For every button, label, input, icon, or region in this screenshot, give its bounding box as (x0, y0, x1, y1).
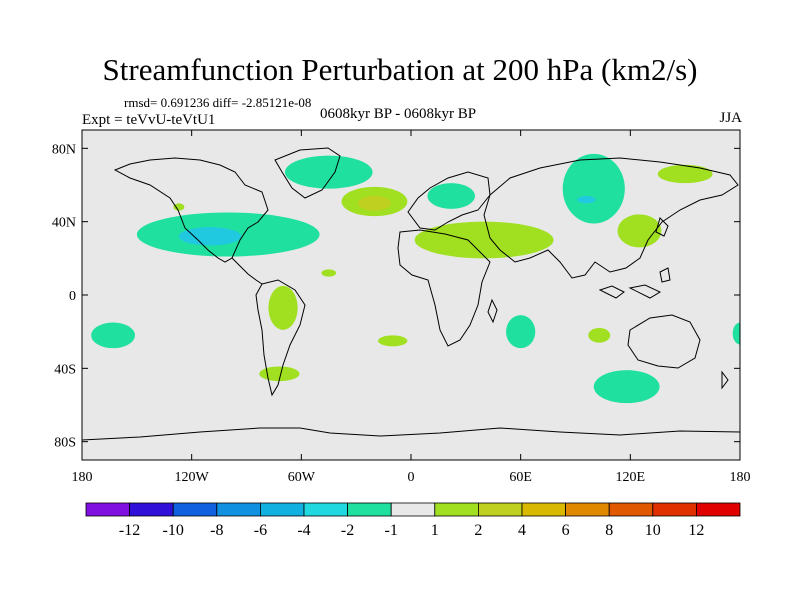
anomaly-north-atlantic-ridge-core (357, 196, 391, 211)
anomaly-east-asia-high (617, 214, 662, 248)
colorbar-box (259, 502, 305, 517)
anomaly-south-atlantic-ring-high (259, 366, 300, 382)
colorbar-label: -6 (254, 522, 267, 539)
anomaly-south-pacific-low (91, 322, 136, 349)
colorbar-box (303, 502, 348, 517)
colorbar-label: 2 (474, 522, 482, 539)
anomaly-indian-ocean-low (506, 315, 536, 349)
colorbar: -12 -10 -8 -6 -4 -2 -1 1 2 4 6 8 10 12 (85, 502, 741, 539)
lon-tick-label: 60W (288, 470, 316, 485)
lat-tick-label: 80S (54, 436, 76, 451)
experiment-label: Expt = teVvU-teVtU1 (82, 112, 216, 128)
colorbar-label: -12 (119, 522, 140, 539)
anomaly-siberia-low-core (577, 196, 596, 204)
map-axes: 180 120W 60W 0 60E 120E 180 80N 40N 0 40S 80S (52, 130, 751, 485)
colorbar-box (172, 502, 218, 517)
lon-tick-label: 60E (509, 470, 532, 485)
lat-tick-label: 80N (52, 142, 76, 157)
colorbar-label: 4 (518, 522, 526, 539)
anomaly-dateline-edge-low (732, 322, 740, 345)
colorbar-box (216, 502, 261, 517)
anomaly-siberia-low (562, 153, 625, 224)
colorbar-label: -1 (385, 522, 398, 539)
colorbar-box (565, 502, 610, 517)
lon-tick-label: 120W (175, 470, 210, 485)
colorbar-label: 1 (431, 522, 439, 539)
anomaly-south-america-high (268, 285, 298, 330)
rmsd-diff-stats: rmsd= 0.691236 diff= -2.85121e-08 (124, 95, 312, 110)
colorbar-box (434, 502, 479, 517)
colorbar-label: 10 (645, 522, 661, 539)
colorbar-box (521, 502, 566, 517)
colorbar-box (477, 502, 523, 517)
colorbar-box (85, 502, 130, 517)
anomaly-africa-asia-high (414, 221, 554, 259)
anomaly-south-atlantic-high (378, 335, 408, 347)
anomaly-arctic-east-greenland (284, 155, 373, 189)
lat-tick-label: 40N (52, 216, 76, 231)
colorbar-label: 12 (688, 522, 704, 539)
anomaly-atlantic-small-high (321, 269, 337, 277)
anomaly-south-indian-high (588, 328, 611, 343)
colorbar-box (652, 502, 697, 517)
lon-tick-label: 180 (730, 470, 751, 485)
colorbar-label: -4 (297, 522, 310, 539)
lat-tick-label: 0 (69, 289, 76, 304)
season-label: JJA (719, 110, 742, 126)
colorbar-label: 6 (562, 522, 570, 539)
colorbar-box (608, 502, 654, 517)
anomaly-southern-ocean-low (593, 370, 660, 404)
colorbar-box (390, 502, 436, 517)
colorbar-box (347, 502, 392, 517)
period-label: 0608kyr BP - 0608kyr BP (320, 106, 477, 122)
anomaly-shading (91, 153, 740, 404)
lat-tick-label: 40S (54, 362, 76, 377)
coastlines (82, 147, 740, 441)
colorbar-label: -8 (210, 522, 223, 539)
colorbar-box (696, 502, 741, 517)
anomaly-pacific-small-high (173, 203, 185, 211)
figure-title: Streamfunction Perturbation at 200 hPa (… (102, 52, 698, 87)
colorbar-label: -2 (341, 522, 354, 539)
colorbar-label: -10 (163, 522, 184, 539)
anomaly-north-america-low-core (178, 227, 242, 246)
colorbar-label: 8 (605, 522, 613, 539)
lon-tick-label: 120E (616, 470, 646, 485)
map-background (82, 130, 740, 460)
lon-tick-label: 0 (408, 470, 415, 485)
lon-tick-label: 180 (72, 470, 93, 485)
anomaly-scandinavia-low (427, 183, 475, 209)
colorbar-box (129, 502, 174, 517)
anomaly-north-pacific-east (657, 164, 713, 184)
